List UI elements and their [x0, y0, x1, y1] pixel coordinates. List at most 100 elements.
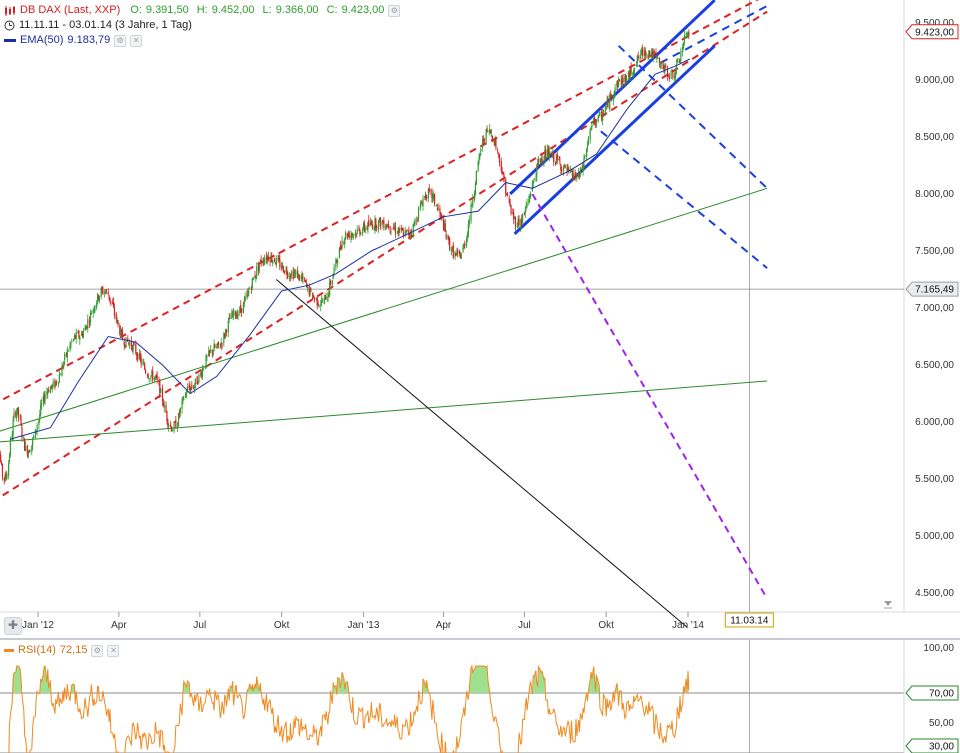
candle-body: [306, 285, 309, 288]
candle-body: [8, 463, 10, 476]
candle-body: [394, 226, 397, 233]
price-grid: [0, 0, 960, 613]
candle-body: [459, 256, 461, 259]
candle-body: [328, 293, 330, 296]
candle-body: [20, 419, 22, 425]
rsi-chart[interactable]: 100,00 50,00 70,00 30,00: [0, 640, 960, 753]
candle-body: [396, 233, 398, 235]
candle-body: [381, 221, 383, 225]
candle-body: [508, 198, 510, 203]
trendline-red-dashed[interactable]: [0, 10, 768, 502]
candle-body: [32, 436, 35, 438]
candle-body: [486, 127, 488, 130]
candle-body: [231, 312, 233, 319]
candle-body: [647, 56, 649, 58]
trendline-blue-dashed[interactable]: [600, 130, 768, 269]
candle-body: [387, 224, 389, 228]
trendline-green-solid[interactable]: [0, 380, 768, 443]
candle-body: [666, 67, 669, 77]
candle-body: [243, 299, 245, 305]
candle-body: [26, 445, 28, 456]
candle-body: [75, 332, 77, 339]
candle-body: [98, 295, 100, 302]
candle-body: [252, 277, 254, 280]
price-tick-label: 7.000,00: [915, 303, 954, 314]
gear-icon[interactable]: ⚙: [388, 4, 401, 17]
candle-body: [632, 72, 634, 76]
trendline-blue-solid[interactable]: [509, 0, 716, 196]
candle-body: [251, 278, 253, 288]
trendline-black-solid[interactable]: [275, 279, 688, 628]
candle-body: [239, 307, 241, 314]
rsi-overbought-area: [247, 676, 262, 693]
candle-body: [235, 315, 237, 319]
candle-body: [166, 411, 168, 421]
candle-body: [409, 234, 411, 236]
candle-body: [456, 252, 458, 255]
candle-body: [236, 313, 238, 318]
candle-body: [602, 113, 604, 121]
candle-body: [667, 75, 670, 77]
candle-body: [379, 217, 381, 227]
gear-icon[interactable]: ⚙: [91, 644, 104, 657]
candle-body: [108, 295, 110, 299]
candle-body: [94, 305, 96, 312]
time-tick-label: Apr: [436, 620, 452, 631]
candle-body: [637, 55, 639, 59]
candle-body: [16, 411, 18, 418]
candle-body: [601, 111, 603, 121]
candle-body: [386, 224, 389, 228]
candle-body: [186, 386, 188, 393]
candle-body: [131, 345, 133, 351]
candle-body: [563, 164, 566, 167]
candle-body: [347, 233, 349, 237]
trendline-red-dashed[interactable]: [0, 0, 767, 405]
candle-body: [101, 287, 103, 290]
candle-body: [440, 212, 442, 215]
candle-body: [85, 326, 87, 330]
time-tick-label: Jul: [518, 620, 531, 631]
candle-body: [104, 291, 107, 294]
candle-body: [613, 92, 615, 98]
candle-body: [363, 222, 365, 230]
candle-body: [227, 320, 229, 333]
candle-body: [275, 257, 277, 266]
candle-body: [501, 171, 503, 175]
candle-body: [463, 243, 465, 250]
candle-body: [656, 56, 658, 59]
scroll-down-icon[interactable]: [884, 601, 892, 609]
candle-body: [367, 222, 369, 231]
candle-body: [682, 43, 685, 49]
trendline-blue-solid[interactable]: [513, 44, 716, 235]
candle-body: [481, 139, 484, 148]
candle-body: [273, 258, 276, 262]
candle-body: [652, 52, 654, 59]
trendline-violet-dashed[interactable]: [531, 193, 769, 600]
candle-body: [385, 226, 387, 230]
candle-body: [200, 372, 202, 375]
candle-body: [433, 194, 436, 205]
trendline-green-solid[interactable]: [0, 187, 768, 433]
candle-body: [281, 264, 284, 267]
candle-body: [297, 270, 299, 279]
candle-body: [9, 438, 12, 456]
candle-body: [503, 174, 505, 182]
candle-body: [373, 227, 375, 230]
candle-body: [447, 235, 449, 240]
zoom-icon[interactable]: ✚: [4, 617, 22, 635]
candle-body: [15, 411, 17, 417]
close-icon[interactable]: ✕: [130, 34, 143, 47]
candle-body: [175, 420, 177, 429]
candle-body: [518, 219, 520, 226]
pane-divider[interactable]: [0, 638, 960, 640]
gear-icon[interactable]: ⚙: [114, 34, 127, 47]
candle-body: [233, 309, 235, 316]
candle-body: [594, 121, 597, 124]
candle-body: [482, 138, 485, 142]
trendline-blue-dashed[interactable]: [617, 45, 768, 190]
candle-body: [281, 265, 283, 268]
price-chart[interactable]: 4.500,00 5.000,00 5.500,00 6.000,00 6.500,00…: [0, 0, 960, 640]
trendline-blue-dashed[interactable]: [659, 5, 768, 64]
close-icon[interactable]: ✕: [107, 644, 120, 657]
candle-body: [52, 381, 54, 387]
